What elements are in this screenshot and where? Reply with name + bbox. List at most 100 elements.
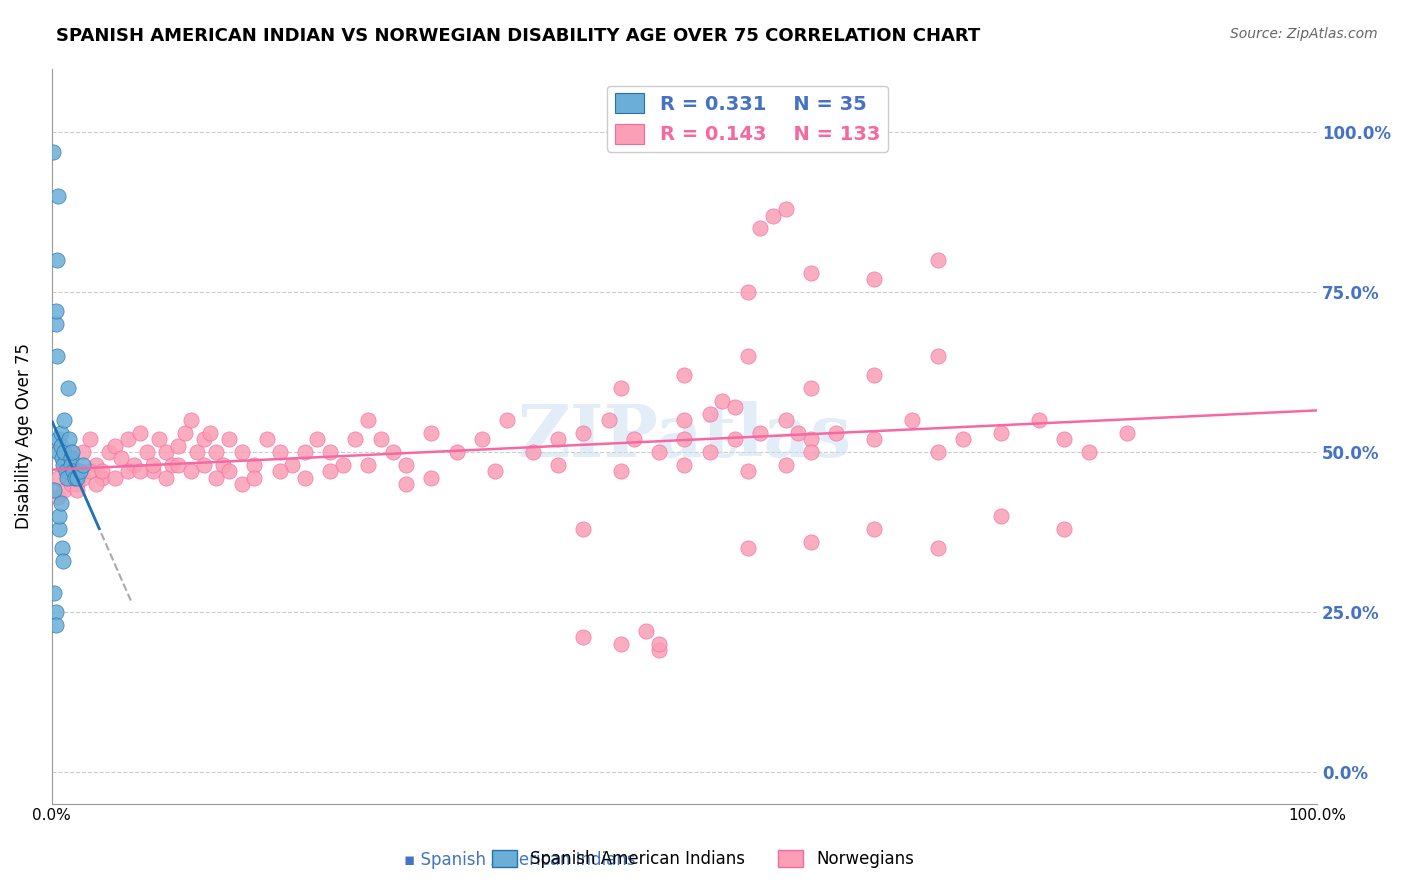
Point [193, 432, 215, 446]
Point [205, 445, 228, 459]
Point [863, 368, 886, 383]
Point [572, 522, 595, 536]
Point [56, 451, 79, 466]
Point [91, 464, 114, 478]
Point [48, 508, 70, 523]
Point [269, 464, 291, 478]
Y-axis label: Disability Age Over 75: Disability Age Over 75 [15, 343, 32, 529]
Point [737, 285, 759, 300]
Point [825, 425, 848, 440]
Point [648, 445, 671, 459]
Point [160, 458, 183, 472]
Point [357, 458, 380, 472]
Point [53, 413, 76, 427]
Point [63, 470, 86, 484]
Point [142, 458, 165, 472]
Point [55, 464, 77, 478]
Point [69, 464, 91, 478]
Point [1028, 413, 1050, 427]
Point [79, 432, 101, 446]
Point [155, 470, 177, 484]
Point [749, 425, 772, 440]
Point [104, 470, 127, 484]
Point [471, 432, 494, 446]
Point [46, 470, 69, 484]
Point [927, 541, 949, 555]
Point [446, 445, 468, 459]
Point [357, 413, 380, 427]
Point [122, 458, 145, 472]
Point [45, 605, 67, 619]
Point [711, 393, 734, 408]
Point [110, 451, 132, 466]
Point [737, 349, 759, 363]
Point [218, 432, 240, 446]
Point [193, 458, 215, 472]
Point [673, 432, 696, 446]
Point [46, 432, 69, 446]
Point [45, 349, 67, 363]
Point [572, 425, 595, 440]
Point [863, 432, 886, 446]
Point [344, 432, 367, 446]
Point [762, 209, 785, 223]
Text: ZIPatlas: ZIPatlas [517, 401, 852, 472]
Point [800, 266, 823, 280]
Point [927, 349, 949, 363]
Point [53, 458, 76, 472]
Point [45, 304, 67, 318]
Point [547, 432, 569, 446]
Point [673, 458, 696, 472]
Point [180, 413, 202, 427]
Point [72, 458, 94, 472]
Point [218, 464, 240, 478]
Point [648, 637, 671, 651]
Point [49, 439, 72, 453]
Point [231, 445, 253, 459]
Point [49, 425, 72, 440]
Point [44, 585, 66, 599]
Point [737, 541, 759, 555]
Point [800, 381, 823, 395]
Point [648, 643, 671, 657]
Point [800, 432, 823, 446]
Point [117, 432, 139, 446]
Point [901, 413, 924, 427]
Point [990, 425, 1012, 440]
Point [800, 534, 823, 549]
Point [66, 470, 89, 484]
Point [269, 445, 291, 459]
Point [1053, 432, 1076, 446]
Point [52, 458, 75, 472]
Point [420, 425, 443, 440]
Point [45, 617, 67, 632]
Point [205, 470, 228, 484]
Point [243, 458, 266, 472]
Point [167, 458, 190, 472]
Point [294, 445, 316, 459]
Text: SPANISH AMERICAN INDIAN VS NORWEGIAN DISABILITY AGE OVER 75 CORRELATION CHART: SPANISH AMERICAN INDIAN VS NORWEGIAN DIS… [56, 27, 980, 45]
Point [60, 445, 83, 459]
Point [59, 445, 82, 459]
Point [72, 445, 94, 459]
Point [598, 413, 620, 427]
Point [307, 432, 329, 446]
Point [623, 432, 645, 446]
Point [167, 439, 190, 453]
Point [198, 425, 221, 440]
Text: ▪ Spanish American Indians: ▪ Spanish American Indians [405, 851, 636, 869]
Legend: R = 0.331    N = 35, R = 0.143    N = 133: R = 0.331 N = 35, R = 0.143 N = 133 [607, 86, 889, 152]
Point [49, 496, 72, 510]
Point [484, 464, 506, 478]
Point [256, 432, 278, 446]
Point [59, 458, 82, 472]
Point [724, 432, 747, 446]
Point [46, 189, 69, 203]
Point [243, 470, 266, 484]
Point [610, 464, 633, 478]
Point [332, 458, 354, 472]
Legend: Spanish American Indians, Norwegians: Spanish American Indians, Norwegians [485, 843, 921, 875]
Point [395, 477, 418, 491]
Point [63, 464, 86, 478]
Point [84, 458, 107, 472]
